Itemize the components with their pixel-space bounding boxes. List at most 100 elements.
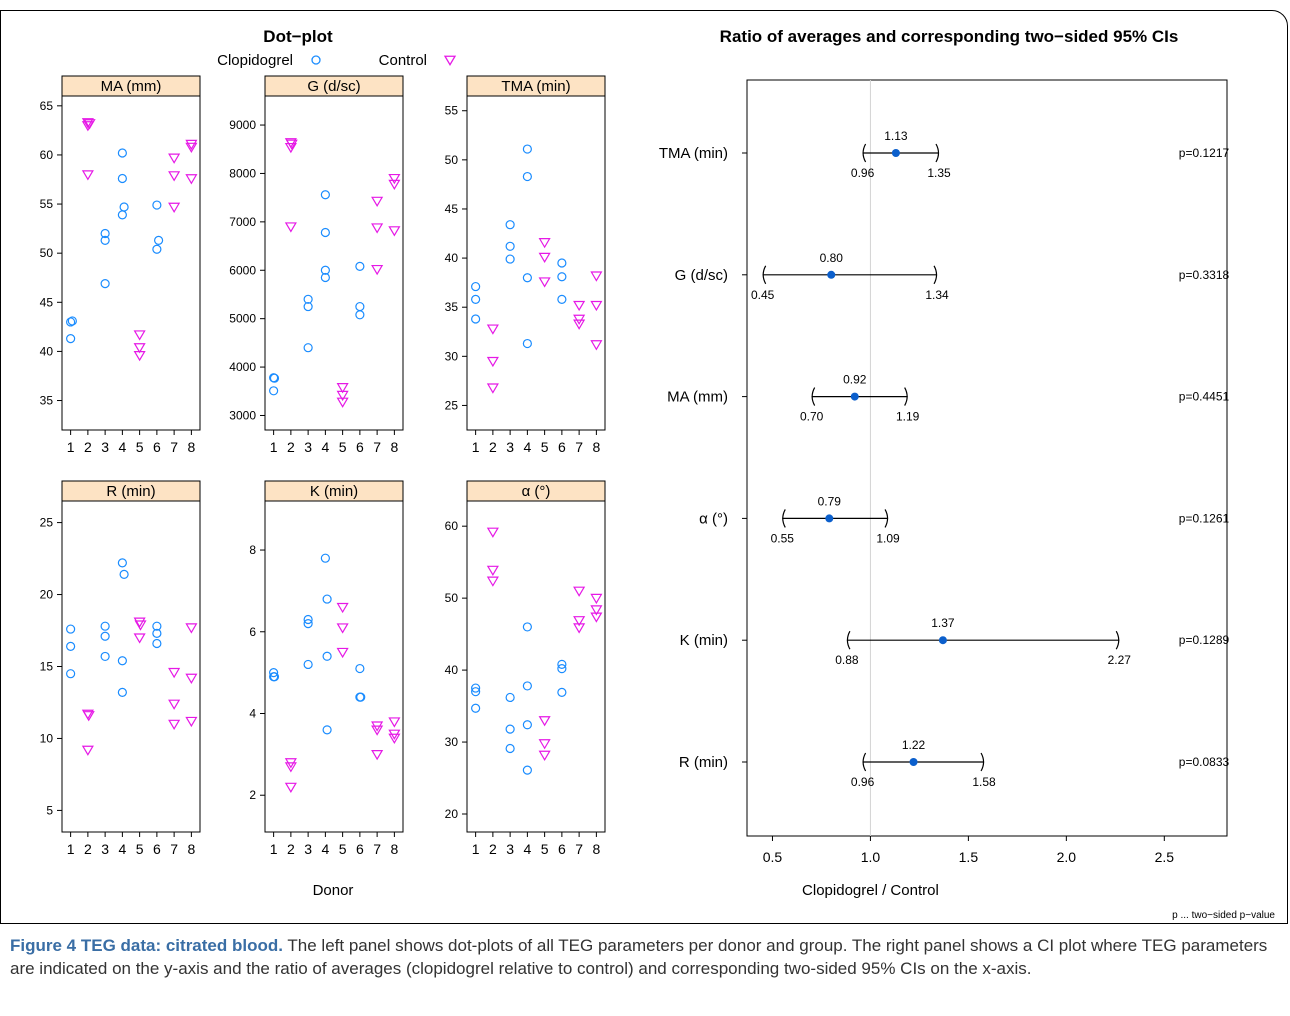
ci-x-tick-label: 1.0 (861, 849, 881, 865)
x-tick-label-tma-min: 7 (575, 439, 583, 455)
point-control-r-min (133, 617, 146, 628)
ci-p-value-g-d-sc: p=0.3318 (1179, 268, 1230, 282)
point-clopidogrel-g-d-sc (303, 301, 313, 312)
point-control-alpha (573, 616, 586, 627)
x-tick-label-r-min: 3 (101, 841, 109, 857)
ci-p-value-alpha: p=0.1261 (1179, 511, 1230, 525)
ci-p-value-k-min: p=0.1289 (1179, 633, 1230, 647)
x-tick-label-g-d-sc: 7 (373, 439, 381, 455)
point-control-r-min (168, 699, 181, 710)
ci-estimate-label-g-d-sc: 0.80 (820, 251, 844, 265)
point-clopidogrel-k-min (303, 659, 313, 670)
point-control-tma-min (590, 271, 603, 282)
y-tick-label-tma-min: 30 (445, 349, 459, 363)
ci-lower-label-r-min: 0.96 (851, 775, 875, 789)
point-clopidogrel-r-min (100, 621, 110, 631)
y-tick-label-alpha: 20 (445, 807, 459, 821)
point-control-k-min (284, 762, 297, 773)
ci-estimate-label-k-min: 1.37 (931, 616, 955, 630)
point-control-g-d-sc (388, 226, 401, 237)
point-control-alpha (573, 586, 586, 597)
y-tick-label-tma-min: 25 (445, 398, 459, 412)
ci-upper-label-k-min: 2.27 (1108, 653, 1132, 667)
ci-lower-bracket-ma-mm (811, 387, 816, 406)
x-tick-label-alpha: 4 (523, 841, 531, 857)
x-tick-label-r-min: 7 (170, 841, 178, 857)
x-tick-label-ma-mm: 2 (84, 439, 92, 455)
legend-label-clopidogrel: Clopidogrel (217, 52, 293, 69)
y-tick-label-tma-min: 40 (445, 251, 459, 265)
point-clopidogrel-r-min (152, 621, 162, 631)
point-clopidogrel-ma-mm (119, 202, 129, 212)
strip-label-tma-min: TMA (min) (501, 78, 570, 95)
point-clopidogrel-tma-min (522, 338, 532, 349)
point-control-tma-min (573, 300, 586, 312)
point-control-ma-mm (185, 142, 198, 154)
point-clopidogrel-g-d-sc (355, 310, 365, 320)
y-tick-label-g-d-sc: 3000 (229, 408, 256, 422)
x-tick-label-tma-min: 5 (541, 439, 549, 455)
y-tick-label-ma-mm: 55 (40, 197, 54, 211)
point-control-tma-min (538, 277, 551, 288)
ci-lower-bracket-k-min (846, 630, 851, 650)
panel-frame-alpha (466, 500, 606, 833)
point-clopidogrel-ma-mm (67, 316, 77, 326)
ci-upper-bracket-tma-min (935, 143, 940, 163)
y-tick-label-g-d-sc: 8000 (229, 166, 256, 180)
x-tick-label-ma-mm: 1 (67, 439, 75, 455)
point-control-k-min (371, 725, 384, 736)
point-clopidogrel-k-min (356, 692, 366, 702)
point-clopidogrel-tma-min (522, 144, 532, 154)
ci-upper-label-g-d-sc: 1.34 (925, 288, 949, 302)
point-clopidogrel-alpha (471, 703, 481, 713)
point-control-alpha (538, 739, 551, 750)
point-clopidogrel-k-min (269, 668, 279, 678)
point-clopidogrel-k-min (322, 594, 332, 604)
x-tick-label-ma-mm: 8 (187, 439, 195, 455)
y-tick-label-tma-min: 50 (445, 153, 459, 167)
point-control-tma-min (486, 324, 499, 335)
point-clopidogrel-tma-min (471, 294, 481, 304)
strip-label-k-min: K (min) (310, 483, 358, 500)
x-tick-label-k-min: 2 (287, 841, 295, 857)
point-clopidogrel-k-min (303, 618, 313, 629)
point-clopidogrel-tma-min (557, 258, 567, 268)
point-control-tma-min (538, 238, 551, 249)
ci-x-tick-label: 0.5 (763, 849, 783, 865)
strip-label-alpha: α (°) (522, 483, 551, 500)
point-control-r-min (82, 711, 95, 722)
panel-frame-g-d-sc (264, 95, 404, 431)
ci-lower-label-tma-min: 0.96 (851, 166, 875, 180)
strip-label-r-min: R (min) (106, 483, 155, 500)
ci-estimate-label-ma-mm: 0.92 (843, 373, 867, 387)
point-clopidogrel-r-min (117, 687, 127, 698)
point-control-alpha (590, 612, 603, 623)
ci-upper-label-tma-min: 1.35 (927, 166, 951, 180)
y-tick-label-r-min: 15 (40, 660, 54, 674)
ci-lower-label-k-min: 0.88 (835, 653, 859, 667)
x-tick-label-k-min: 1 (270, 841, 278, 857)
x-tick-label-alpha: 1 (472, 841, 480, 857)
point-control-ma-mm (81, 121, 94, 132)
x-tick-label-g-d-sc: 4 (321, 439, 329, 455)
point-clopidogrel-ma-mm (100, 228, 110, 239)
ci-x-axis-label: Clopidogrel / Control (802, 882, 939, 899)
panel-frame-tma-min (466, 95, 606, 431)
point-clopidogrel-ma-mm (154, 235, 164, 246)
point-control-ma-mm (133, 343, 146, 354)
point-control-alpha (486, 576, 499, 587)
point-clopidogrel-g-d-sc (269, 373, 280, 383)
y-tick-label-r-min: 20 (40, 588, 54, 602)
point-control-r-min (185, 673, 198, 684)
point-control-ma-mm (81, 118, 94, 129)
point-clopidogrel-alpha (505, 743, 515, 754)
strip-label-ma-mm: MA (mm) (101, 78, 162, 95)
point-control-tma-min (573, 319, 586, 330)
point-control-k-min (336, 602, 349, 614)
point-clopidogrel-k-min (322, 725, 332, 735)
panel-frame-k-min (264, 500, 404, 833)
point-clopidogrel-tma-min (557, 294, 567, 304)
y-tick-label-ma-mm: 45 (40, 295, 54, 309)
point-control-k-min (336, 647, 349, 659)
point-control-k-min (284, 782, 297, 793)
